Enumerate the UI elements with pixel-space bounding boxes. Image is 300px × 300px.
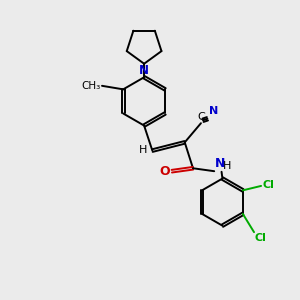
Text: Cl: Cl [262, 180, 274, 190]
Text: N: N [139, 64, 149, 77]
Text: C: C [197, 112, 205, 122]
Text: Cl: Cl [255, 233, 266, 243]
Text: N: N [215, 157, 226, 170]
Text: O: O [159, 165, 170, 178]
Text: H: H [139, 145, 147, 155]
Text: N: N [209, 106, 219, 116]
Text: CH₃: CH₃ [82, 81, 101, 91]
Text: H: H [222, 161, 231, 171]
